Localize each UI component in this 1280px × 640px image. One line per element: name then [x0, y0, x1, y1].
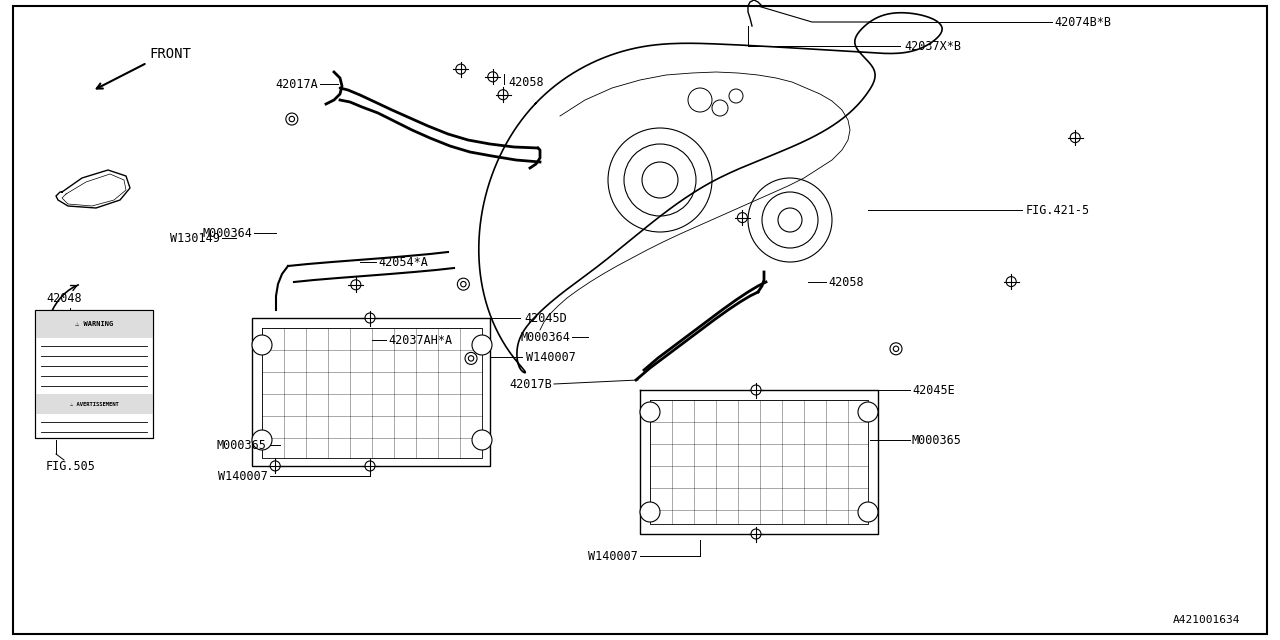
Text: 42017A: 42017A — [275, 77, 317, 90]
Text: A421001634: A421001634 — [1172, 615, 1240, 625]
Text: 42045E: 42045E — [911, 383, 955, 397]
Text: ⚠ AVERTISSEMENT: ⚠ AVERTISSEMENT — [69, 401, 118, 406]
Text: FRONT: FRONT — [150, 47, 192, 61]
Bar — [35, 310, 154, 338]
Text: 42037AH*A: 42037AH*A — [388, 333, 452, 346]
Text: FIG.421-5: FIG.421-5 — [1027, 204, 1091, 216]
Circle shape — [498, 90, 508, 100]
Circle shape — [351, 280, 361, 290]
Bar — [35, 310, 154, 438]
Text: 42054*A: 42054*A — [378, 255, 428, 269]
Text: 42074B*B: 42074B*B — [1053, 15, 1111, 29]
Circle shape — [365, 313, 375, 323]
Text: 42048: 42048 — [46, 291, 82, 305]
Bar — [35, 310, 154, 438]
Text: W140007: W140007 — [218, 470, 268, 483]
Text: W130149: W130149 — [170, 232, 220, 244]
Circle shape — [365, 461, 375, 471]
Circle shape — [456, 64, 466, 74]
Circle shape — [270, 461, 280, 471]
Circle shape — [461, 282, 466, 287]
Text: M000364: M000364 — [202, 227, 252, 239]
Circle shape — [640, 402, 660, 422]
Circle shape — [488, 72, 498, 82]
Circle shape — [858, 402, 878, 422]
Circle shape — [289, 116, 294, 122]
Text: W140007: W140007 — [526, 351, 576, 364]
Text: W140007: W140007 — [588, 550, 637, 563]
Text: FIG.505: FIG.505 — [46, 460, 96, 473]
Text: M000365: M000365 — [911, 433, 961, 447]
Text: M000364: M000364 — [520, 330, 570, 344]
Circle shape — [468, 356, 474, 361]
Text: 42017B: 42017B — [509, 378, 552, 390]
Circle shape — [252, 430, 273, 450]
Circle shape — [640, 502, 660, 522]
Circle shape — [858, 502, 878, 522]
Text: 42037X*B: 42037X*B — [904, 40, 961, 52]
Circle shape — [252, 335, 273, 355]
Circle shape — [737, 212, 748, 223]
Text: 42058: 42058 — [508, 76, 544, 88]
Circle shape — [1006, 276, 1016, 287]
Circle shape — [472, 335, 492, 355]
Circle shape — [751, 385, 762, 395]
Bar — [35, 394, 154, 414]
Circle shape — [285, 113, 298, 125]
Text: 42045D: 42045D — [524, 312, 567, 324]
Bar — [252, 318, 490, 466]
Text: 42058: 42058 — [828, 275, 864, 289]
Circle shape — [751, 529, 762, 539]
Circle shape — [457, 278, 470, 290]
Circle shape — [472, 430, 492, 450]
Text: M000365: M000365 — [216, 438, 266, 451]
Circle shape — [893, 346, 899, 351]
Circle shape — [1070, 132, 1080, 143]
Circle shape — [890, 343, 902, 355]
Circle shape — [465, 353, 477, 364]
Text: ⚠ WARNING: ⚠ WARNING — [74, 321, 113, 327]
